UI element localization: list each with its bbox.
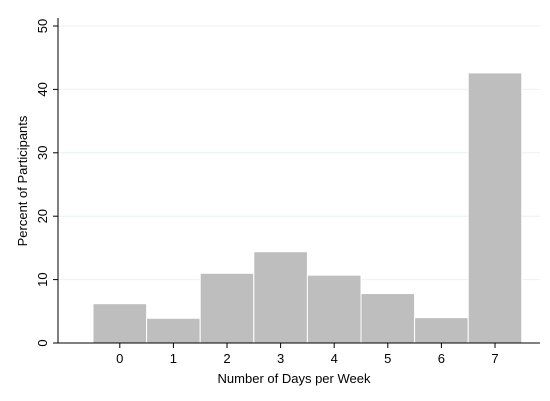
y-tick-label: 0 [35,339,50,346]
bar-5 [360,293,416,344]
y-axis-title: Percent of Participants [15,115,30,246]
bars [92,72,523,344]
bar-2 [199,272,255,344]
y-tick-label: 30 [35,146,50,160]
y-tick-label: 50 [35,19,50,33]
bar-7 [467,72,523,344]
bar-0 [92,303,148,344]
x-tick-label: 2 [223,351,230,366]
x-tick-label: 0 [116,351,123,366]
y-tick-label: 10 [35,272,50,286]
bar-4 [306,274,362,344]
tick-labels: 0 10 20 30 40 50 0 1 2 3 4 5 6 7 [35,19,499,366]
x-tick-label: 1 [170,351,177,366]
x-axis-title: Number of Days per Week [218,371,371,386]
y-tick-label: 40 [35,82,50,96]
x-tick-label: 7 [491,351,498,366]
gridlines [58,25,540,281]
bar-1 [146,317,201,344]
y-tick-label: 20 [35,209,50,223]
x-tick-label: 6 [438,351,445,366]
x-tick-label: 5 [384,351,391,366]
x-tick-label: 4 [331,351,338,366]
axes [53,18,540,348]
bar-6 [414,317,469,344]
bar-3 [253,251,308,344]
x-tick-label: 3 [277,351,284,366]
